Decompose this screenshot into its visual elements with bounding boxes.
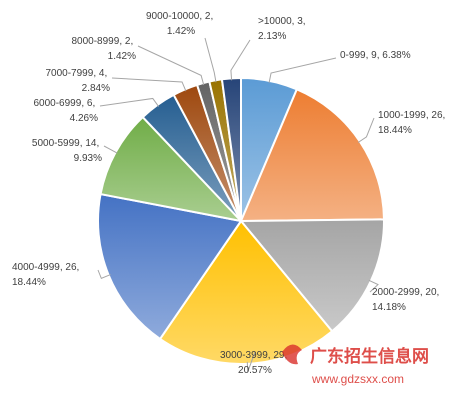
label-category: 2000-2999 (372, 287, 420, 298)
leader-line (268, 57, 337, 83)
leader-line (368, 279, 379, 293)
label-percent: 18.44% (378, 125, 412, 136)
label-percent: 14.18% (372, 302, 406, 313)
leader-line (246, 351, 256, 373)
label-value: 6 (87, 98, 93, 109)
watermark-url: www.gdzsxx.com (311, 372, 404, 386)
label-category: 3000-3999 (220, 350, 268, 361)
label-percent: 1.42% (167, 26, 195, 37)
label-percent: 6.38% (382, 50, 410, 61)
label-value: 2 (205, 11, 211, 22)
labels: 0-999, 9, 6.38% 1000-1999, 26, 18.44% 2000… (12, 11, 448, 376)
label-value: 3 (297, 16, 303, 27)
watermark-logo (282, 344, 302, 365)
label-value: 26 (65, 262, 77, 273)
data-label: 7000-7999, 4, 2.84% (45, 68, 110, 94)
leader-line (137, 45, 205, 86)
label-category: 9000-10000 (146, 11, 200, 22)
label-value: 9 (371, 50, 377, 61)
watermark-title: 广东招生信息网 (310, 346, 429, 366)
label-category: 6000-6999 (33, 98, 81, 109)
label-percent: 9.93% (74, 153, 102, 164)
watermark: 广东招生信息网 www.gdzsxx.com (282, 344, 429, 386)
label-percent: 20.57% (238, 365, 272, 376)
label-category: 8000-8999 (71, 36, 119, 47)
leader-line (357, 117, 375, 143)
label-value: 14 (85, 138, 97, 149)
leader-line (103, 145, 118, 154)
data-label: >10000, 3, 2.13% (258, 16, 308, 42)
label-value: 26 (431, 110, 443, 121)
leader-line (111, 77, 187, 92)
data-label: 6000-6999, 6, 4.26% (33, 98, 98, 124)
leader-line (204, 37, 217, 83)
label-percent: 18.44% (12, 277, 46, 288)
pie (97, 76, 386, 365)
leader-line (97, 269, 111, 280)
data-label: 1000-1999, 26, 18.44% (378, 110, 448, 136)
label-category: 0-999 (340, 50, 366, 61)
data-label: 0-999, 9, 6.38% (340, 50, 411, 61)
label-value: 29 (273, 350, 285, 361)
label-value: 4 (99, 68, 105, 79)
label-value: 2 (125, 36, 131, 47)
data-label: 4000-4999, 26, 18.44% (12, 262, 82, 288)
data-label: 9000-10000, 2, 1.42% (146, 11, 216, 37)
label-category: 4000-4999 (12, 262, 60, 273)
data-label: 5000-5999, 14, 9.93% (32, 138, 102, 164)
label-percent: 4.26% (70, 113, 98, 124)
data-label: 8000-8999, 2, 1.42% (71, 36, 136, 62)
leader-line (99, 97, 160, 107)
label-percent: 1.42% (108, 51, 136, 62)
label-percent: 2.13% (258, 31, 286, 42)
leader-line (230, 39, 251, 81)
label-percent: 2.84% (82, 83, 110, 94)
label-category: 7000-7999 (45, 68, 93, 79)
label-value: 20 (425, 287, 437, 298)
label-category: >10000 (258, 16, 292, 27)
label-category: 5000-5999 (32, 138, 80, 149)
label-category: 1000-1999 (378, 110, 426, 121)
data-label: 2000-2999, 20, 14.18% (372, 287, 442, 313)
